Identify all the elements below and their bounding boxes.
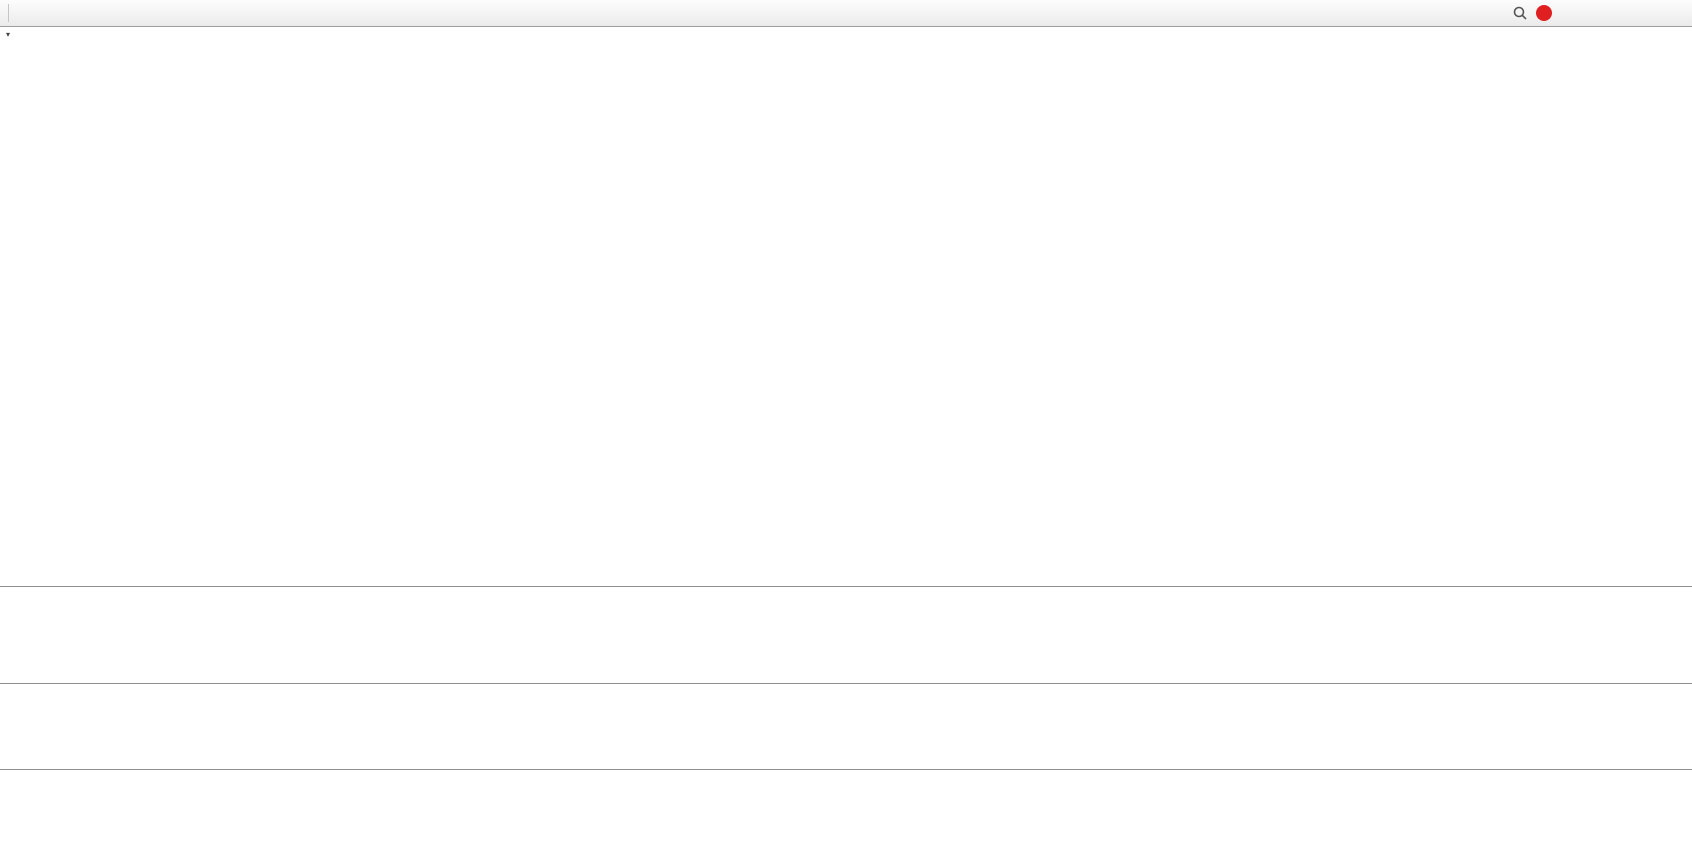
main-chart-panel: ▾ bbox=[0, 27, 1692, 586]
panel-splitter[interactable] bbox=[0, 586, 1692, 587]
macd-canvas[interactable] bbox=[0, 587, 1692, 683]
panel-splitter bbox=[0, 769, 1692, 770]
time-axis-panel bbox=[0, 770, 1692, 792]
notification-badge[interactable] bbox=[1536, 5, 1552, 21]
panel-splitter[interactable] bbox=[0, 683, 1692, 684]
symbol-dropdown-icon[interactable]: ▾ bbox=[6, 30, 11, 39]
chart-title: ▾ bbox=[6, 30, 20, 39]
rsi-panel bbox=[0, 684, 1692, 769]
macd-panel bbox=[0, 587, 1692, 683]
chart-window: ▾ bbox=[0, 27, 1692, 792]
toolbar-separator bbox=[8, 4, 9, 22]
toolbar-right bbox=[1512, 0, 1552, 26]
toolbar bbox=[0, 0, 1692, 27]
time-axis[interactable] bbox=[0, 770, 1692, 792]
main-chart-canvas[interactable] bbox=[0, 27, 1692, 586]
search-icon[interactable] bbox=[1512, 5, 1528, 21]
rsi-canvas[interactable] bbox=[0, 684, 1692, 769]
